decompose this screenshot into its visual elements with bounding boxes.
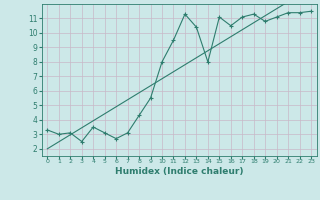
- X-axis label: Humidex (Indice chaleur): Humidex (Indice chaleur): [115, 167, 244, 176]
